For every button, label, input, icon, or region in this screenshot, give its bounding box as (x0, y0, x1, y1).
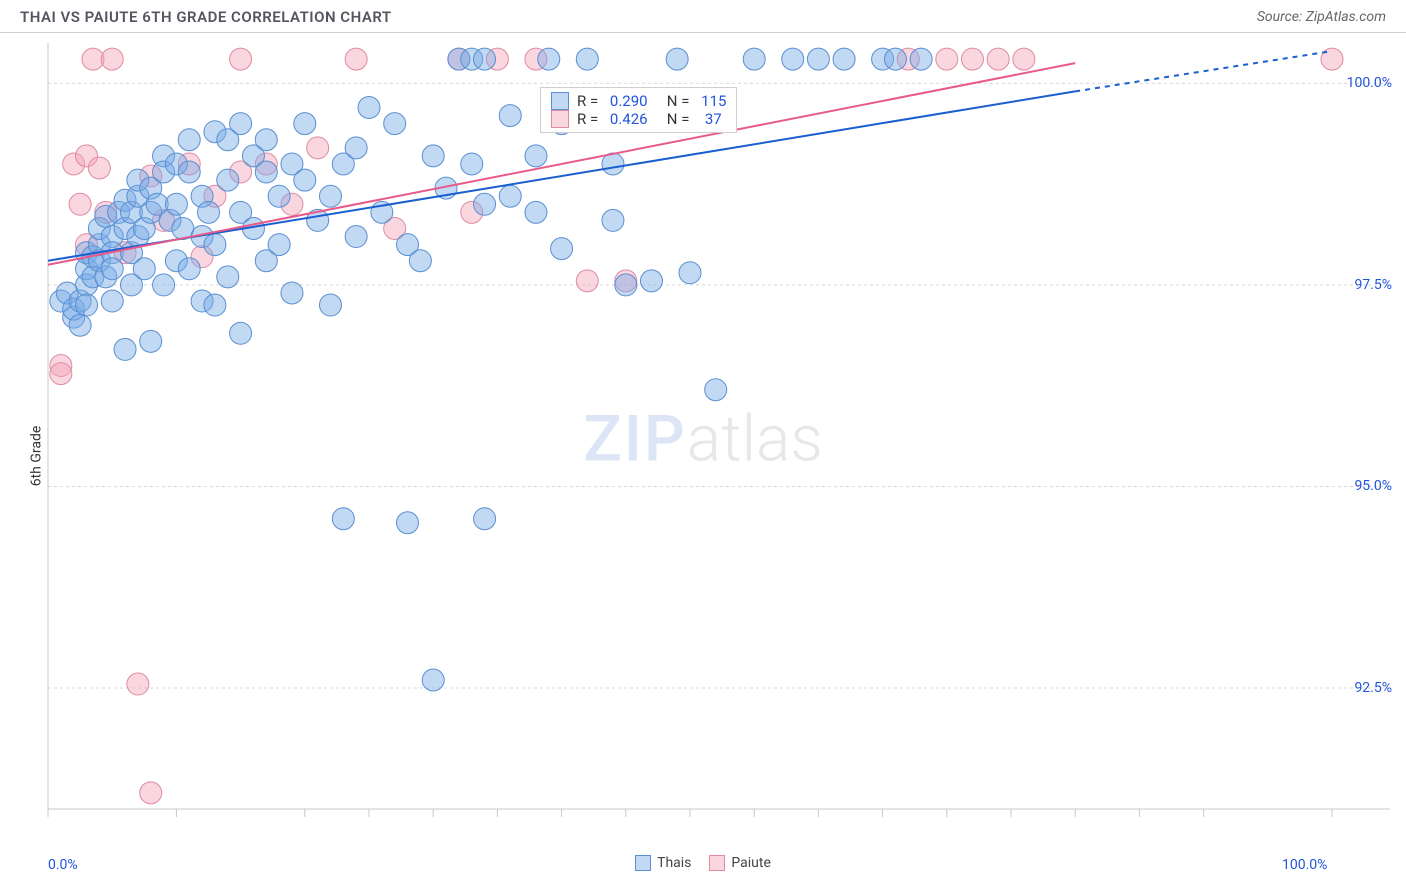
chart-title: THAI VS PAIUTE 6TH GRADE CORRELATION CHA… (20, 8, 392, 26)
y-tick-label: 95.0% (1354, 478, 1392, 494)
scatter-plot-svg (0, 33, 1406, 845)
x-tick-label: 0.0% (48, 857, 78, 873)
chart-area: 6th Grade ZIPatlas 92.5%95.0%97.5%100.0%… (0, 33, 1406, 879)
y-axis-label: 6th Grade (28, 426, 44, 487)
x-tick-label: 100.0% (1282, 857, 1327, 873)
legend-label-thais: Thais (657, 855, 691, 871)
y-tick-label: 100.0% (1347, 75, 1392, 91)
chart-source: Source: ZipAtlas.com (1257, 9, 1386, 25)
series-legend: Thais Paiute (0, 855, 1406, 871)
chart-header: THAI VS PAIUTE 6TH GRADE CORRELATION CHA… (0, 0, 1406, 33)
legend-item-thais: Thais (635, 855, 691, 871)
legend-item-paiute: Paiute (709, 855, 771, 871)
legend-swatch-paiute (709, 855, 725, 871)
stat-swatch-thais (551, 92, 569, 110)
y-tick-label: 97.5% (1354, 277, 1392, 293)
legend-swatch-thais (635, 855, 651, 871)
stat-legend-row-thais: R = 0.290 N = 115 (551, 92, 726, 110)
legend-label-paiute: Paiute (731, 855, 771, 871)
stat-legend-row-paiute: R = 0.426 N = 37 (551, 110, 726, 128)
stat-swatch-paiute (551, 110, 569, 128)
correlation-legend: R = 0.290 N = 115R = 0.426 N = 37 (540, 87, 737, 133)
y-tick-label: 92.5% (1354, 680, 1392, 696)
